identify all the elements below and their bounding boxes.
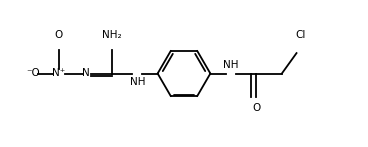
Text: N: N: [82, 69, 90, 78]
Text: N⁺: N⁺: [52, 69, 65, 78]
Text: Cl: Cl: [295, 30, 305, 40]
Text: NH: NH: [130, 77, 145, 87]
Text: O: O: [252, 103, 260, 113]
Text: NH₂: NH₂: [102, 30, 122, 40]
Text: ⁻O: ⁻O: [26, 69, 40, 78]
Text: NH: NH: [223, 60, 238, 70]
Text: O: O: [54, 30, 63, 40]
